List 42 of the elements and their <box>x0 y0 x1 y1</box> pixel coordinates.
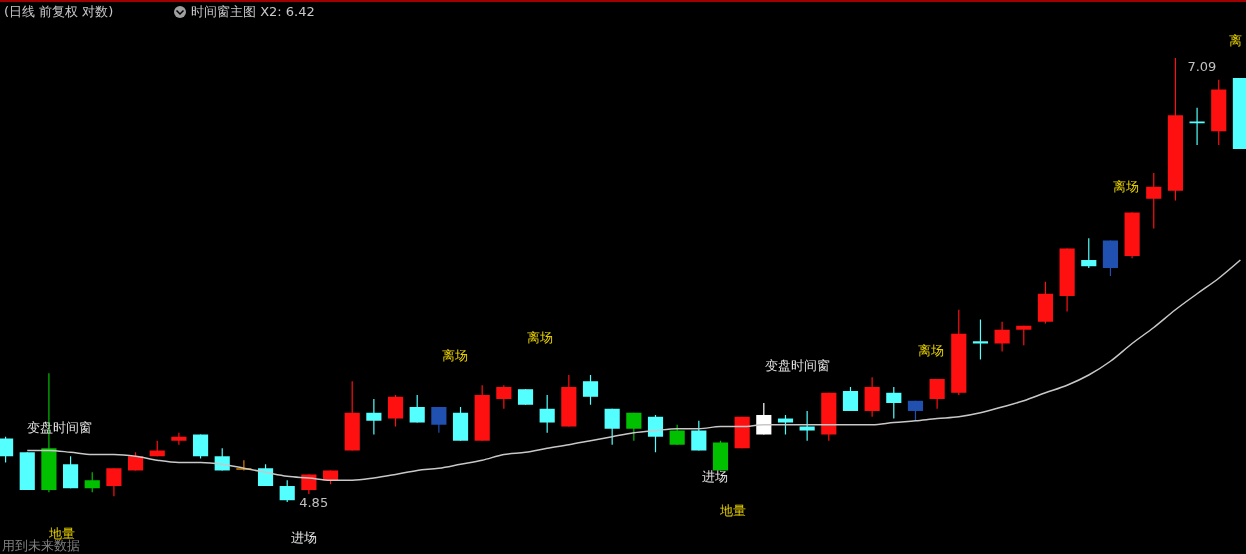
text: 离 <box>1228 32 1242 48</box>
chart-subtitle: 时间窗主图 X2: 6.42 <box>191 4 315 19</box>
candlestick <box>842 386 859 412</box>
candlestick <box>864 376 880 418</box>
candlestick <box>582 374 599 406</box>
annotation: 7.09 <box>1187 58 1217 74</box>
candlestick <box>994 321 1010 353</box>
text: 进场 <box>290 529 317 545</box>
annotation: 离场 <box>441 347 468 363</box>
candlestick <box>886 386 902 420</box>
candlestick <box>84 471 100 493</box>
candlestick <box>171 432 187 446</box>
candlestick <box>647 414 664 453</box>
candlestick <box>106 467 122 497</box>
annotation: 离场 <box>1113 178 1140 194</box>
candlestick <box>626 412 642 442</box>
candlestick <box>691 420 707 452</box>
candlestick <box>0 436 14 464</box>
candlestick <box>756 402 772 436</box>
text: 地量 <box>719 502 747 518</box>
candlestick <box>777 414 794 436</box>
chart-title: (日线 前复权 对数) <box>4 4 114 19</box>
candlestick <box>431 406 447 434</box>
candlestick <box>539 394 555 434</box>
candlestick <box>1081 237 1097 269</box>
candlestick <box>366 398 382 436</box>
candlestick <box>1146 172 1162 230</box>
candlestick <box>409 394 425 424</box>
candlestick <box>279 479 295 503</box>
annotation: 变盘时间窗 <box>764 357 830 373</box>
candlestick <box>929 378 945 410</box>
annotation: 进场 <box>702 468 729 484</box>
annotation: 4.85 <box>299 494 329 510</box>
candlestick <box>1189 107 1205 146</box>
annotation: 离场 <box>527 329 554 345</box>
candlestick <box>496 384 512 410</box>
candlestick <box>799 410 815 442</box>
annotation: 离场 <box>918 342 945 358</box>
candlestick <box>62 455 79 489</box>
candlestick <box>387 394 404 428</box>
candlestick <box>669 424 685 446</box>
candlestick <box>604 408 620 446</box>
